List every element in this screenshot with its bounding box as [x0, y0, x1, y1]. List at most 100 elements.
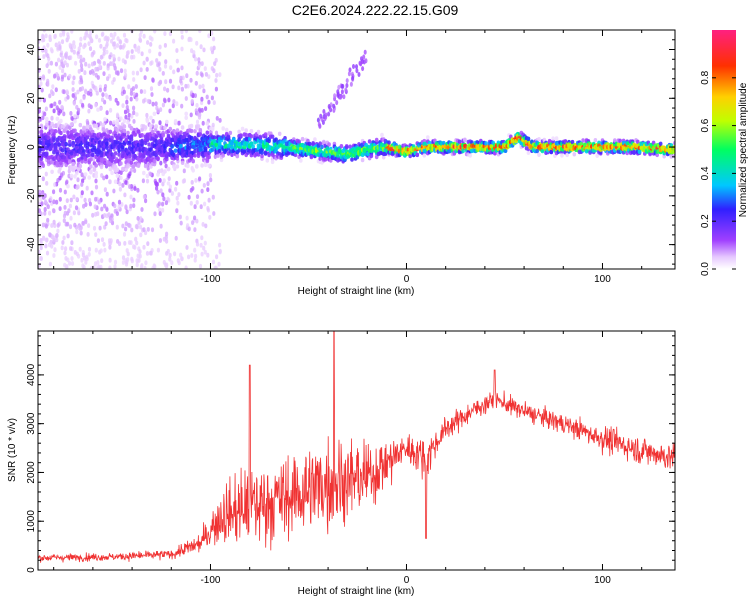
heatmap-cell: [88, 201, 92, 207]
heatmap-cell: [87, 41, 91, 46]
heatmap-cell: [175, 48, 179, 53]
heatmap-cell: [48, 261, 53, 267]
heatmap-cell: [132, 91, 136, 97]
heatmap-cell: [199, 44, 203, 50]
heatmap-cell: [136, 216, 140, 221]
heatmap-cell: [336, 89, 340, 95]
heatmap-cell: [190, 99, 194, 104]
heatmap-cell: [60, 62, 64, 67]
heatmap-cell: [80, 172, 84, 178]
heatmap-cell: [83, 156, 88, 161]
heatmap-cell: [211, 122, 215, 128]
heatmap-cell: [367, 139, 372, 144]
heatmap-cell: [58, 196, 62, 202]
heatmap-cell: [124, 167, 128, 173]
heatmap-cell: [79, 36, 83, 42]
heatmap-cell: [119, 125, 123, 131]
heatmap-cell: [46, 82, 50, 87]
heatmap-cell: [218, 249, 222, 255]
heatmap-cell: [129, 134, 134, 139]
heatmap-cell: [103, 187, 107, 193]
heatmap-cell: [194, 178, 198, 183]
heatmap-cell: [159, 188, 163, 194]
heatmap-cell: [127, 112, 131, 118]
heatmap-cell: [53, 247, 57, 253]
heatmap-cell: [207, 139, 211, 145]
heatmap-cell: [249, 128, 254, 134]
heatmap-cell: [135, 92, 139, 98]
heatmap-cell: [140, 133, 144, 138]
heatmap-cell: [201, 83, 205, 89]
heatmap-cell: [102, 46, 106, 52]
heatmap-cell: [267, 138, 271, 144]
heatmap-cell: [142, 33, 146, 39]
heatmap-cell: [71, 116, 75, 122]
heatmap-cell: [156, 172, 160, 177]
heatmap-cell: [352, 64, 355, 69]
heatmap-cell: [96, 260, 100, 265]
heatmap-cell: [149, 61, 153, 66]
heatmap-cell: [121, 44, 125, 50]
heatmap-cell: [71, 87, 75, 92]
heatmap-cell: [162, 236, 166, 242]
heatmap-cell: [139, 216, 143, 222]
heatmap-cell: [216, 153, 220, 158]
heatmap-cell: [98, 64, 102, 69]
heatmap-cell: [102, 51, 106, 56]
heatmap-cell: [161, 102, 165, 108]
heatmap-cell: [60, 104, 64, 110]
heatmap-cell: [69, 197, 73, 203]
heatmap-cell: [76, 132, 81, 138]
heatmap-cell: [180, 34, 184, 40]
heatmap-cell: [132, 105, 136, 111]
heatmap-cell: [161, 192, 165, 198]
heatmap-cell: [56, 45, 60, 51]
spectrogram-xlabel: Height of straight line (km): [298, 286, 415, 297]
heatmap-cell: [149, 115, 153, 121]
heatmap-cell: [364, 58, 368, 64]
colorbar-tick-label: 0.2: [700, 214, 711, 228]
heatmap-cell: [41, 47, 45, 53]
heatmap-cell: [318, 141, 323, 146]
heatmap-cell: [55, 116, 60, 122]
heatmap-cell: [149, 147, 153, 152]
heatmap-cell: [108, 257, 112, 263]
heatmap-cell: [85, 119, 89, 124]
heatmap-cell: [126, 120, 130, 125]
heatmap-cell: [119, 68, 124, 74]
heatmap-cell: [193, 149, 197, 154]
heatmap-cell: [47, 69, 51, 74]
heatmap-cell: [95, 90, 99, 96]
heatmap-cell: [91, 84, 95, 89]
heatmap-cell: [62, 111, 66, 117]
heatmap-cell: [618, 138, 622, 143]
heatmap-cell: [72, 194, 76, 200]
heatmap-cell: [319, 113, 323, 119]
heatmap-cell: [50, 89, 54, 95]
heatmap-cell: [208, 215, 212, 220]
heatmap-cell: [130, 49, 134, 54]
heatmap-cell: [43, 211, 47, 216]
heatmap-cell: [87, 108, 91, 114]
heatmap-cell: [256, 129, 261, 135]
heatmap-cell: [193, 215, 197, 221]
heatmap-cell: [194, 80, 198, 86]
x-tick-label: -100: [200, 575, 220, 586]
heatmap-cell: [85, 185, 89, 191]
heatmap-cell: [70, 47, 74, 53]
heatmap-cell: [72, 210, 76, 216]
heatmap-cell: [350, 157, 354, 162]
heatmap-cell: [218, 72, 222, 77]
heatmap-cell: [184, 83, 188, 89]
heatmap-cell: [363, 49, 367, 55]
heatmap-cell: [206, 206, 210, 211]
heatmap-cell: [80, 159, 84, 164]
heatmap-cell: [138, 224, 143, 230]
heatmap-cell: [94, 247, 98, 253]
heatmap-cell: [166, 248, 170, 254]
heatmap-cell: [217, 261, 221, 267]
spectrogram-frame: [37, 29, 676, 270]
heatmap-cell: [109, 32, 113, 38]
heatmap-cell: [125, 95, 129, 100]
snr-ylabel: SNR (10 * v/v): [7, 418, 18, 482]
